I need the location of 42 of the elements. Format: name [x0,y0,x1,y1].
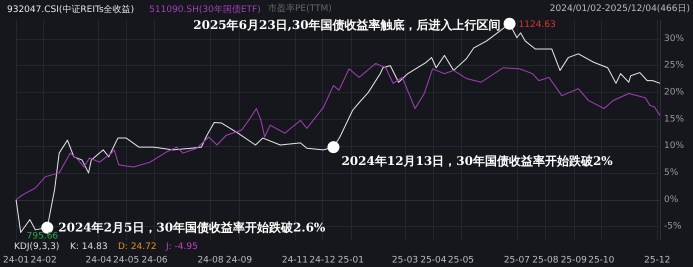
annotation: 2025年6月23日,30年国债收益率触底，后进入上行区间 [193,18,501,32]
point [327,141,340,154]
line-series [16,62,660,200]
annotation: 795.66 [26,231,58,242]
text: D: 24.72 [118,242,157,252]
x-tick-label: 24-09 [226,256,252,266]
y-tick-label: 10% [664,141,684,152]
y-tick-label: 30% [664,34,684,44]
annotation: 2024年2月5日，30年国债收益率开始跌破2.6% [58,220,326,235]
x-tick-label: 24-05 [113,256,140,266]
x-tick-label: 25-04 [420,256,447,266]
x-tick-label: 24-04 [86,256,112,266]
y-tick-label: 20% [664,87,684,98]
x-tick-label: 25-05 [448,256,474,266]
x-tick-label: 25-03 [392,256,418,266]
text: 511090.SH(30年国债ETF) [149,4,261,15]
x-tick-label: 24-08 [197,256,224,266]
y-tick-label: 5% [664,168,679,178]
y-tick-label: 25% [664,60,684,71]
x-tick-label: 24-01 [3,256,30,266]
x-tick-label: 24-06 [142,256,168,266]
point [504,18,516,30]
x-tick-label: 24-02 [30,256,57,266]
x-tick-label: 25-12 [644,256,670,266]
text: 932047.CSI(中证REITs全收益) [7,4,134,15]
text: KDJ(9,3,3) [14,242,60,252]
text: 市盈率PE(TTM) [268,3,332,14]
x-tick-label: 25-01 [338,256,364,266]
text: K: 14.83 [70,242,108,252]
x-tick-label: 25-09 [560,256,588,266]
x-tick-label: 25-10 [588,256,615,266]
y-tick-label: -5% [664,222,682,232]
annotation: 1124.63 [518,20,556,30]
y-tick-label: 15% [664,114,684,124]
x-tick-label: 25-08 [532,256,559,266]
text: 2024/01/02-2025/12/04(466日) [550,4,690,14]
x-tick-label: 24-12 [309,256,336,266]
x-tick-label: 24-11 [282,256,308,266]
text: J: -4.95 [165,242,198,252]
x-tick-label: 25-07 [504,256,530,266]
y-tick-label: 0% [664,194,679,205]
annotation: 2024年12月13日，30年国债收益率开始跌破2% [341,154,614,168]
